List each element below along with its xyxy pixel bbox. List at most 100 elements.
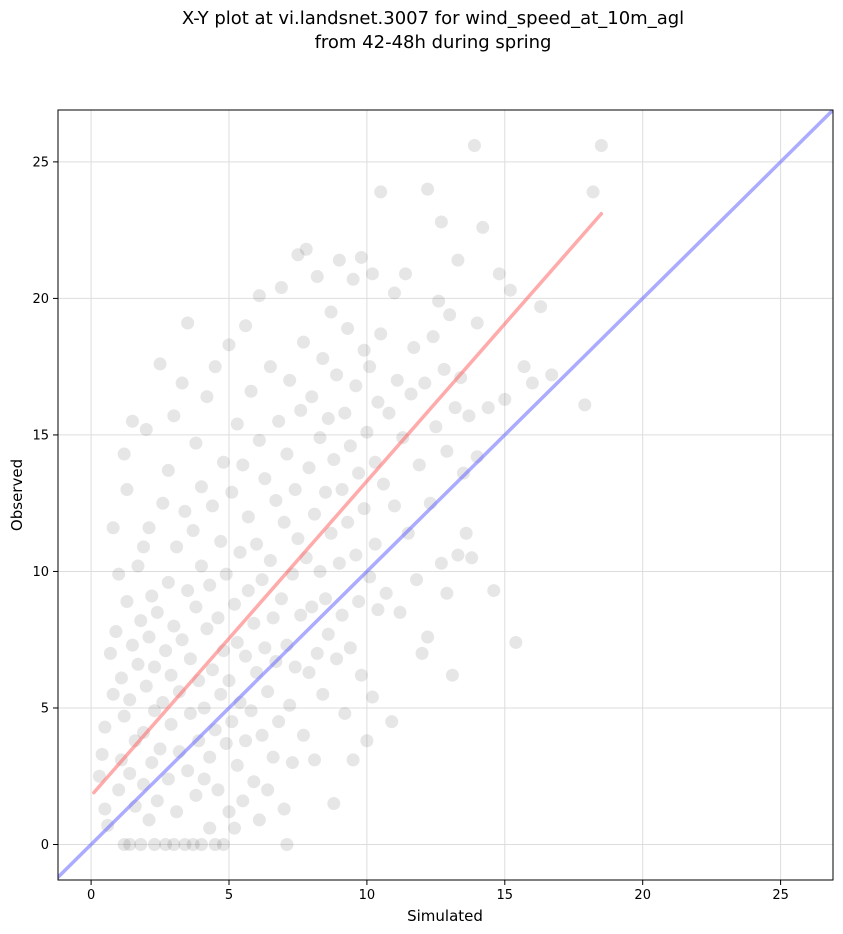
data-point (211, 611, 225, 625)
data-point (170, 805, 184, 819)
data-point (208, 360, 222, 374)
data-point (230, 758, 244, 772)
axis-ticks: 0 5 10 15 20 25 0 5 10 15 20 25 (32, 155, 788, 903)
data-point (131, 559, 145, 573)
data-point (307, 753, 321, 767)
data-point (272, 414, 286, 428)
data-point (305, 390, 319, 404)
data-point (349, 379, 363, 393)
data-point (148, 704, 162, 718)
data-point (106, 687, 120, 701)
data-point (481, 401, 495, 415)
data-point (230, 635, 244, 649)
data-point (296, 335, 310, 349)
data-point (181, 316, 195, 330)
data-point (189, 436, 203, 450)
data-point (371, 395, 385, 409)
data-point (200, 622, 214, 636)
data-point (139, 679, 153, 693)
data-point (120, 483, 134, 497)
data-point (374, 327, 388, 341)
data-point (214, 534, 228, 548)
data-point (194, 480, 208, 494)
data-point (324, 305, 338, 319)
data-point (266, 750, 280, 764)
data-point (236, 458, 250, 472)
data-point (283, 698, 297, 712)
data-point (225, 715, 239, 729)
data-points (92, 138, 608, 852)
data-point (216, 838, 230, 852)
data-point (134, 614, 148, 628)
data-point (338, 406, 352, 420)
data-point (142, 521, 156, 535)
data-point (261, 685, 275, 699)
data-point (164, 668, 178, 682)
data-point (379, 586, 393, 600)
data-point (327, 797, 341, 811)
data-point (327, 453, 341, 467)
data-point (294, 403, 308, 417)
data-point (382, 406, 396, 420)
data-point (178, 504, 192, 518)
data-point (467, 138, 481, 152)
data-point (156, 696, 170, 710)
data-point (233, 545, 247, 559)
data-point (302, 461, 316, 475)
data-point (365, 267, 379, 281)
data-point (236, 794, 250, 808)
data-point (374, 185, 388, 199)
data-point (183, 652, 197, 666)
data-point (125, 638, 139, 652)
data-point (440, 586, 454, 600)
data-point (239, 734, 253, 748)
data-point (211, 783, 225, 797)
data-point (123, 693, 137, 707)
data-point (194, 559, 208, 573)
data-point (274, 280, 288, 294)
identity-line (58, 110, 833, 880)
data-point (462, 409, 476, 423)
data-point (274, 592, 288, 606)
data-point (404, 387, 418, 401)
x-tick-label: 20 (634, 888, 651, 903)
data-point (277, 802, 291, 816)
data-point (219, 567, 233, 581)
data-point (294, 608, 308, 622)
data-point (258, 641, 272, 655)
data-point (492, 267, 506, 281)
data-point (349, 548, 363, 562)
data-point (112, 567, 126, 581)
data-point (117, 447, 131, 461)
chart-title-line2: from 42-48h during spring (315, 32, 552, 53)
grid-lines (58, 110, 833, 880)
data-point (291, 248, 305, 262)
data-point (440, 444, 454, 458)
data-point (98, 720, 112, 734)
data-point (164, 717, 178, 731)
data-point (332, 556, 346, 570)
data-point (586, 185, 600, 199)
data-point (189, 788, 203, 802)
data-point (429, 420, 443, 434)
data-point (401, 526, 415, 540)
data-point (197, 701, 211, 715)
data-point (288, 660, 302, 674)
data-point (222, 338, 236, 352)
data-point (272, 715, 286, 729)
data-point (343, 641, 357, 655)
data-point (283, 373, 297, 387)
data-point (263, 360, 277, 374)
data-point (134, 838, 148, 852)
data-point (310, 646, 324, 660)
regression-line (92, 212, 604, 795)
data-point (159, 644, 173, 658)
data-point (296, 728, 310, 742)
data-point (476, 220, 490, 234)
data-point (252, 813, 266, 827)
data-point (112, 783, 126, 797)
data-point (594, 138, 608, 152)
data-point (252, 289, 266, 303)
